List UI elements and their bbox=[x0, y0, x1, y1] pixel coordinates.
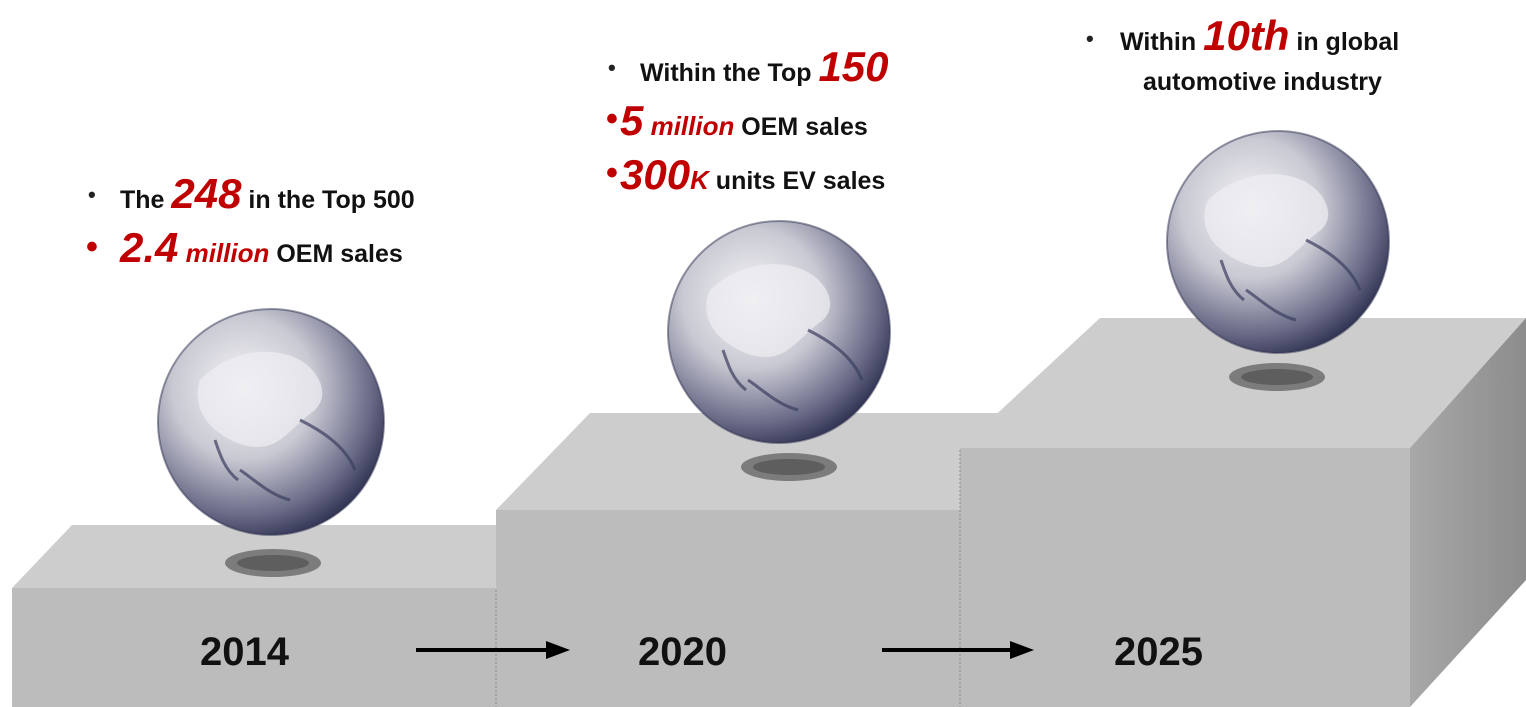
bullet-2014-sales-unit: million bbox=[178, 238, 270, 268]
step-2020-front bbox=[496, 510, 960, 707]
globe-shadow-2025-inner bbox=[1241, 369, 1313, 385]
year-label-2014: 2014 bbox=[200, 630, 289, 674]
bullet-2020-ev-text: 300K units EV sales bbox=[620, 151, 885, 199]
bullet-2014-sales-value: 2.4 bbox=[120, 224, 179, 271]
bullet-dot: • bbox=[1086, 26, 1094, 51]
bullet-2020-sales-text: 5 million OEM sales bbox=[620, 97, 868, 145]
globe-2014 bbox=[157, 308, 385, 536]
bullet-2020-ev-unit: K bbox=[690, 165, 709, 195]
bullet-2014-sales-text: 2.4 million OEM sales bbox=[120, 224, 403, 272]
bullet-2020-sales-unit: million bbox=[643, 111, 735, 141]
bullet-dot: • bbox=[606, 100, 618, 138]
bullet-2014-rank-text: The 248 in the Top 500 bbox=[120, 170, 415, 218]
globe-shadow-2014-inner bbox=[237, 555, 309, 571]
bullet-2014-rank-pre: The bbox=[120, 186, 172, 214]
bullet-2020-rank-value: 150 bbox=[818, 43, 889, 90]
bullet-2014-sales-post: OEM sales bbox=[269, 240, 403, 268]
bullet-2025-rank-text: Within 10th in global bbox=[1120, 12, 1399, 60]
bullet-2025-rank-pre: Within bbox=[1120, 28, 1204, 56]
globe-2020 bbox=[667, 220, 891, 444]
bullet-2014-rank-value: 248 bbox=[171, 170, 242, 217]
bullet-2020-rank-text: Within the Top 150 bbox=[640, 43, 889, 91]
bullet-dot: • bbox=[88, 182, 96, 207]
bullet-dot: • bbox=[608, 55, 616, 80]
bullet-2020-sales-post: OEM sales bbox=[734, 113, 868, 141]
step-2014-front bbox=[12, 588, 496, 707]
bullet-2020-sales-value: 5 bbox=[620, 97, 644, 144]
step-2025-side bbox=[1410, 318, 1526, 707]
year-label-2025: 2025 bbox=[1114, 630, 1203, 674]
step-2014 bbox=[12, 525, 556, 707]
bullet-2020-ev-value: 300 bbox=[620, 151, 691, 198]
globe-shadow-2020-inner bbox=[753, 459, 825, 475]
bullet-dot: • bbox=[606, 154, 618, 192]
step-2025-front bbox=[960, 448, 1410, 707]
globe-2025 bbox=[1166, 130, 1390, 354]
arrow-2014-2020 bbox=[416, 641, 570, 659]
bullet-2014-rank-post: in the Top 500 bbox=[241, 186, 415, 214]
year-label-2020: 2020 bbox=[638, 630, 727, 674]
bullet-2025-rank-line2: automotive industry bbox=[1143, 68, 1382, 96]
bullet-2020-rank-pre: Within the Top bbox=[640, 59, 819, 87]
step-2020 bbox=[495, 413, 1055, 707]
bullet-2025-rank-post: in global bbox=[1289, 28, 1400, 56]
bullet-dot: • bbox=[86, 228, 98, 266]
bullet-2025-rank-value: 10th bbox=[1203, 12, 1290, 59]
arrow-2020-2025 bbox=[882, 641, 1034, 659]
bullet-2020-ev-post: units EV sales bbox=[708, 167, 886, 195]
